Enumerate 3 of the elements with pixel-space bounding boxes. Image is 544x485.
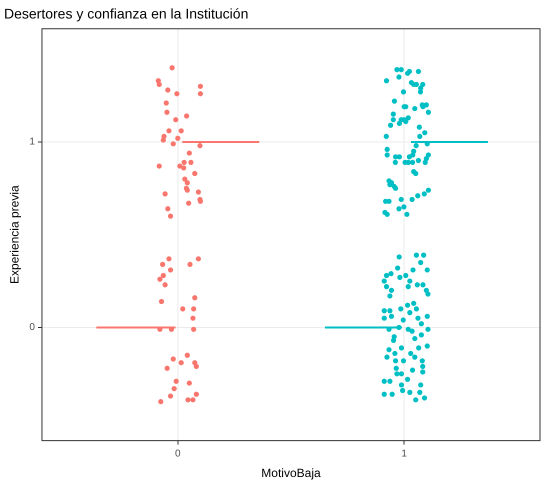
chart-title: Desertores y confianza en la Institución xyxy=(4,5,248,22)
x-axis-title: MotivoBaja xyxy=(261,466,321,480)
y-axis-title: Experiencia previa xyxy=(8,185,22,284)
